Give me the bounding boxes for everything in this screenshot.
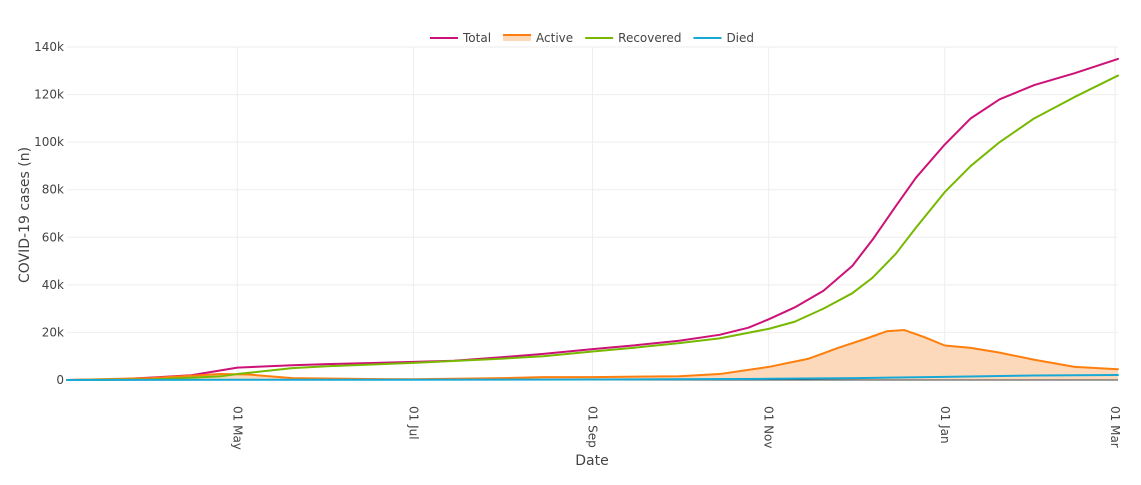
- x-tick-label: 01 Sep: [586, 406, 600, 448]
- died-line[interactable]: [66, 374, 1119, 381]
- y-tick-label: 60k: [42, 230, 64, 244]
- gridlines: [67, 46, 1118, 380]
- x-tick-label: 01 May: [230, 406, 244, 450]
- legend-item-recovered[interactable]: Recovered: [585, 31, 681, 45]
- legend-label: Died: [726, 31, 754, 45]
- y-tick-label: 80k: [42, 183, 64, 197]
- legend-label: Total: [462, 31, 491, 45]
- y-tick-label: 100k: [34, 135, 64, 149]
- y-tick-label: 40k: [42, 278, 64, 292]
- legend-swatch-fill: [503, 35, 532, 41]
- x-tick-label: 01 Jul: [406, 406, 420, 440]
- y-tick-label: 0: [56, 373, 64, 387]
- legend-label: Recovered: [618, 31, 681, 45]
- y-axis-ticks: 0 20k 40k 60k 80k 100k 120k 140k: [34, 40, 64, 387]
- total-line[interactable]: [66, 57, 1119, 381]
- x-tick-label: 01 Mar: [1108, 406, 1122, 448]
- recovered-line[interactable]: [66, 74, 1119, 381]
- series-lines: [66, 57, 1119, 381]
- y-tick-label: 140k: [34, 40, 64, 54]
- x-axis-title: Date: [575, 453, 608, 469]
- x-tick-label: 01 Nov: [762, 406, 776, 449]
- x-tick-label: 01 Jan: [938, 406, 952, 444]
- legend-item-died[interactable]: Died: [693, 31, 754, 45]
- legend-item-total[interactable]: Total: [430, 31, 491, 45]
- x-axis-ticks: 01 May 01 Jul 01 Sep 01 Nov 01 Jan 01 Mar: [230, 406, 1122, 450]
- y-tick-label: 120k: [34, 88, 64, 102]
- legend-item-active[interactable]: Active: [503, 31, 573, 45]
- y-axis-title: COVID-19 cases (n): [17, 147, 33, 283]
- y-tick-label: 20k: [42, 325, 64, 339]
- legend[interactable]: Total Active Recovered Died: [430, 31, 754, 45]
- legend-label: Active: [536, 31, 573, 45]
- active-line[interactable]: [66, 329, 1119, 381]
